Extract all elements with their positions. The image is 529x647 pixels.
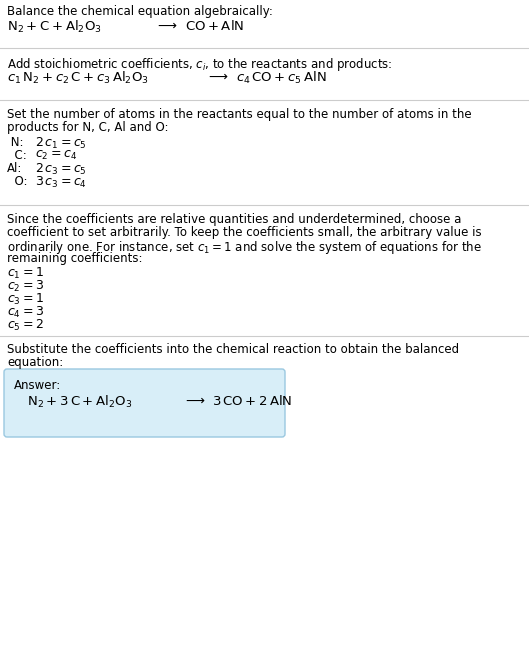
Text: $\mathrm{N_2 + 3\,C + Al_2O_3}$: $\mathrm{N_2 + 3\,C + Al_2O_3}$ [27,394,132,410]
Text: O:: O: [7,175,28,188]
Text: $c_4 = 3$: $c_4 = 3$ [7,305,44,320]
Text: ordinarily one. For instance, set $c_1 = 1$ and solve the system of equations fo: ordinarily one. For instance, set $c_1 =… [7,239,482,256]
Text: $c_2 = c_4$: $c_2 = c_4$ [35,149,77,162]
Text: coefficient to set arbitrarily. To keep the coefficients small, the arbitrary va: coefficient to set arbitrarily. To keep … [7,226,481,239]
Text: $c_4\,\mathrm{CO} + c_5\,\mathrm{AlN}$: $c_4\,\mathrm{CO} + c_5\,\mathrm{AlN}$ [236,70,326,86]
Text: Add stoichiometric coefficients, $c_i$, to the reactants and products:: Add stoichiometric coefficients, $c_i$, … [7,56,393,73]
Text: $c_1\,\mathrm{N_2} + c_2\,\mathrm{C} + c_3\,\mathrm{Al_2O_3}$: $c_1\,\mathrm{N_2} + c_2\,\mathrm{C} + c… [7,70,149,86]
Text: products for N, C, Al and O:: products for N, C, Al and O: [7,121,169,134]
Text: $c_1 = 1$: $c_1 = 1$ [7,266,44,281]
Text: C:: C: [7,149,27,162]
Text: $3\,c_3 = c_4$: $3\,c_3 = c_4$ [35,175,87,190]
Text: $c_5 = 2$: $c_5 = 2$ [7,318,44,333]
Text: Al:: Al: [7,162,22,175]
Text: $2\,c_1 = c_5$: $2\,c_1 = c_5$ [35,136,87,151]
Text: $\mathrm{3\,CO + 2\,AlN}$: $\mathrm{3\,CO + 2\,AlN}$ [212,394,293,408]
Text: $c_2 = 3$: $c_2 = 3$ [7,279,44,294]
Text: Since the coefficients are relative quantities and underdetermined, choose a: Since the coefficients are relative quan… [7,213,461,226]
Text: $\longrightarrow$: $\longrightarrow$ [206,70,229,83]
Text: $\mathrm{N_2 + C + Al_2O_3}$: $\mathrm{N_2 + C + Al_2O_3}$ [7,19,102,35]
Text: Balance the chemical equation algebraically:: Balance the chemical equation algebraica… [7,5,273,18]
Text: Answer:: Answer: [14,379,61,392]
Text: N:: N: [7,136,23,149]
Text: equation:: equation: [7,356,63,369]
Text: $2\,c_3 = c_5$: $2\,c_3 = c_5$ [35,162,87,177]
Text: $\longrightarrow$: $\longrightarrow$ [155,19,178,32]
Text: $\longrightarrow$: $\longrightarrow$ [183,394,206,407]
Text: Set the number of atoms in the reactants equal to the number of atoms in the: Set the number of atoms in the reactants… [7,108,472,121]
Text: $\mathrm{CO + AlN}$: $\mathrm{CO + AlN}$ [185,19,244,33]
Text: remaining coefficients:: remaining coefficients: [7,252,142,265]
Text: $c_3 = 1$: $c_3 = 1$ [7,292,44,307]
Text: Substitute the coefficients into the chemical reaction to obtain the balanced: Substitute the coefficients into the che… [7,343,459,356]
FancyBboxPatch shape [4,369,285,437]
